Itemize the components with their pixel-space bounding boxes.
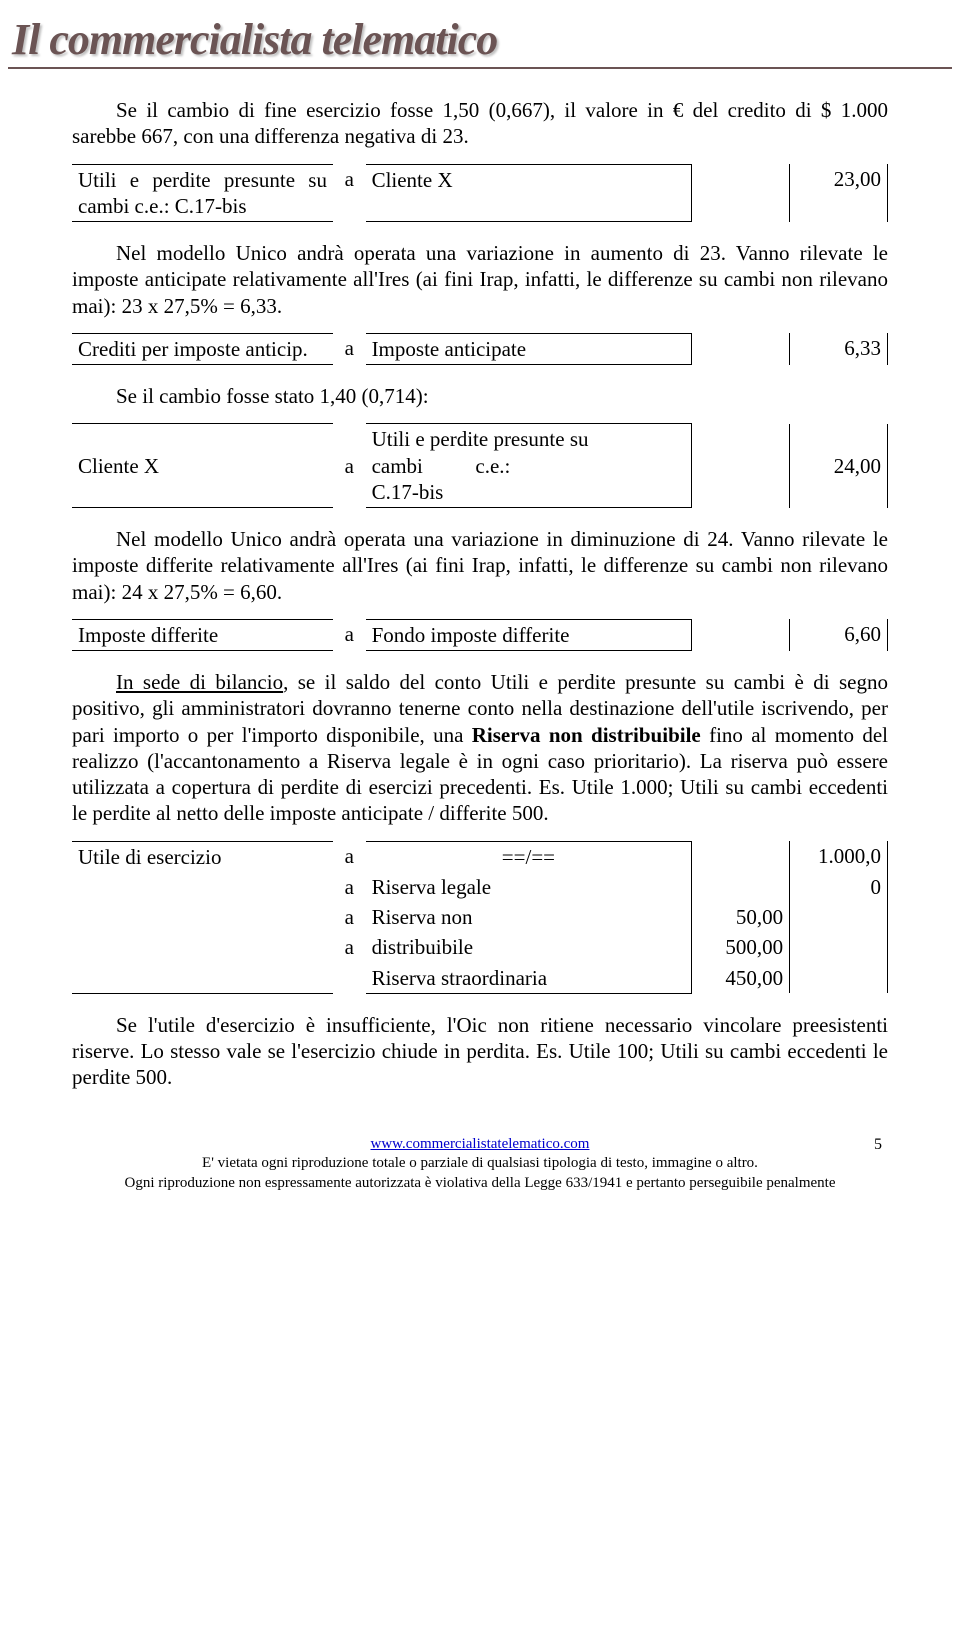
entry-a: a — [333, 841, 366, 872]
underline-text: In sede di bilancio — [116, 670, 283, 694]
entry-account-left — [72, 902, 333, 932]
entry-account-right: Imposte anticipate — [366, 333, 692, 364]
journal-entry: Utili e perdite presunte su cambi c.e.: … — [72, 164, 888, 223]
entry-a: a — [333, 902, 366, 932]
site-title: Il commercialista telematico — [0, 0, 960, 67]
entry-account-left: Cliente X — [72, 424, 333, 508]
entry-account-right: Cliente X — [366, 164, 692, 222]
entry-mid-line: cambi c.e.: — [372, 453, 686, 479]
entry-amount-debit — [692, 164, 790, 222]
entry-account-right: Riserva straordinaria — [366, 963, 692, 994]
footer-line: Ogni riproduzione non espressamente auto… — [125, 1175, 836, 1191]
paragraph: Se l'utile d'esercizio è insufficiente, … — [72, 1012, 888, 1091]
entry-amount-credit — [790, 963, 888, 994]
entry-amount-debit — [692, 424, 790, 508]
footer-link[interactable]: www.commercialistatelematico.com — [371, 1136, 590, 1152]
entry-amount-credit — [790, 932, 888, 962]
entry-amount-credit: 6,33 — [790, 333, 888, 364]
entry-account-left: Utili e perdite presunte su cambi c.e.: … — [72, 164, 333, 222]
entry-amount-credit: 0 — [790, 872, 888, 902]
entry-a: a — [333, 619, 366, 650]
entry-amount-credit: 6,60 — [790, 619, 888, 650]
entry-account-left: Crediti per imposte anticip. — [72, 333, 333, 364]
paragraph: In sede di bilancio, se il saldo del con… — [72, 669, 888, 827]
table-row: Riserva straordinaria 450,00 — [72, 963, 888, 994]
entry-account-right: ==/== — [366, 841, 692, 872]
entry-amount-credit: 23,00 — [790, 164, 888, 222]
entry-account-right: Fondo imposte differite — [366, 619, 692, 650]
entry-amount-debit — [692, 333, 790, 364]
table-row: a distribuibile 500,00 — [72, 932, 888, 962]
entry-amount-debit — [692, 619, 790, 650]
entry-account-right: Riserva legale — [366, 872, 692, 902]
entry-mid-line: Utili e perdite presunte su — [372, 426, 686, 452]
entry-mid-line: C.17-bis — [372, 479, 686, 505]
entry-account-left — [72, 932, 333, 962]
paragraph: Se il cambio fosse stato 1,40 (0,714): — [72, 383, 888, 409]
entry-a: a — [333, 872, 366, 902]
table-row: a Riserva legale 0 — [72, 872, 888, 902]
entry-a — [333, 963, 366, 994]
journal-entry: Crediti per imposte anticip. a Imposte a… — [72, 333, 888, 365]
paragraph: Nel modello Unico andrà operata una vari… — [72, 240, 888, 319]
entry-amount-credit: 1.000,0 — [790, 841, 888, 872]
entry-amount-debit: 450,00 — [692, 963, 790, 994]
entry-a: a — [333, 424, 366, 508]
entry-account-right: distribuibile — [366, 932, 692, 962]
entry-account-left — [72, 963, 333, 994]
header-rule — [8, 67, 952, 69]
table-row: Utile di esercizio a ==/== 1.000,0 — [72, 841, 888, 872]
entry-account-left: Utile di esercizio — [72, 841, 333, 872]
entry-a: a — [333, 164, 366, 222]
entry-account-right: Utili e perdite presunte su cambi c.e.: … — [366, 424, 692, 508]
journal-entry: Cliente X a Utili e perdite presunte su … — [72, 423, 888, 508]
entry-account-left — [72, 872, 333, 902]
entry-amount-credit: 24,00 — [790, 424, 888, 508]
entry-amount-credit — [790, 902, 888, 932]
entry-amount-debit — [692, 872, 790, 902]
table-row: a Riserva non 50,00 — [72, 902, 888, 932]
page-footer: 5 www.commercialistatelematico.com E' vi… — [0, 1105, 960, 1212]
entry-account-left: Imposte differite — [72, 619, 333, 650]
bold-text: Riserva non distribuibile — [472, 723, 701, 747]
document-body: Se il cambio di fine esercizio fosse 1,5… — [0, 97, 960, 1091]
journal-entry: Imposte differite a Fondo imposte differ… — [72, 619, 888, 651]
entry-a: a — [333, 932, 366, 962]
entry-a: a — [333, 333, 366, 364]
paragraph: Nel modello Unico andrà operata una vari… — [72, 526, 888, 605]
footer-line: E' vietata ogni riproduzione totale o pa… — [202, 1155, 758, 1171]
entry-account-right: Riserva non — [366, 902, 692, 932]
journal-entry-multi: Utile di esercizio a ==/== 1.000,0 a Ris… — [72, 841, 888, 994]
entry-amount-debit — [692, 841, 790, 872]
paragraph: Se il cambio di fine esercizio fosse 1,5… — [72, 97, 888, 150]
entry-amount-debit: 500,00 — [692, 932, 790, 962]
entry-amount-debit: 50,00 — [692, 902, 790, 932]
page-number: 5 — [874, 1135, 882, 1156]
